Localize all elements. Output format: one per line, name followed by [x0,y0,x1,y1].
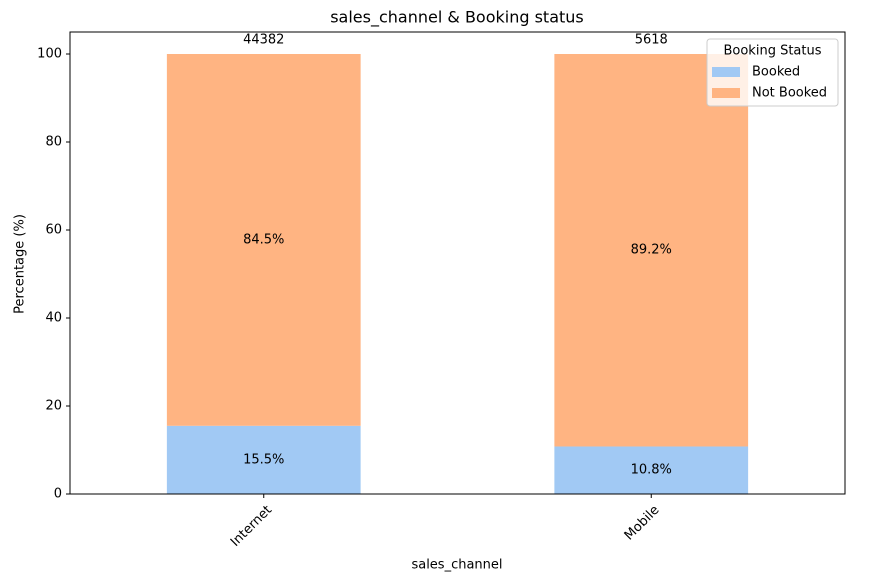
legend-swatch [712,88,740,98]
bar-segment [166,54,361,426]
x-axis-label: sales_channel [411,558,502,573]
x-tick-label: Internet [228,503,275,550]
y-tick-label: 0 [54,487,62,502]
y-tick-label: 80 [45,135,62,150]
value-label: 10.8% [631,463,672,478]
y-axis-label: Percentage (%) [13,214,28,314]
legend-label: Booked [752,65,800,80]
total-label: 44382 [243,33,284,48]
bar-segment [166,425,361,494]
y-tick-label: 100 [37,47,62,62]
value-label: 15.5% [243,452,284,467]
legend-label: Not Booked [752,86,827,101]
y-tick-label: 20 [45,399,62,414]
bar-segment [554,54,749,447]
x-tick-label: Mobile [622,503,663,544]
total-label: 5618 [635,33,668,48]
axes-frame [69,31,846,495]
value-label: 84.5% [243,232,284,247]
y-tick-label: 60 [45,223,62,238]
bar-segment [554,446,749,494]
y-tick-label: 40 [45,311,62,326]
legend-title: Booking Status [723,44,821,59]
value-label: 89.2% [631,243,672,258]
chart-title: sales_channel & Booking status [330,8,584,28]
legend-swatch [712,67,740,77]
